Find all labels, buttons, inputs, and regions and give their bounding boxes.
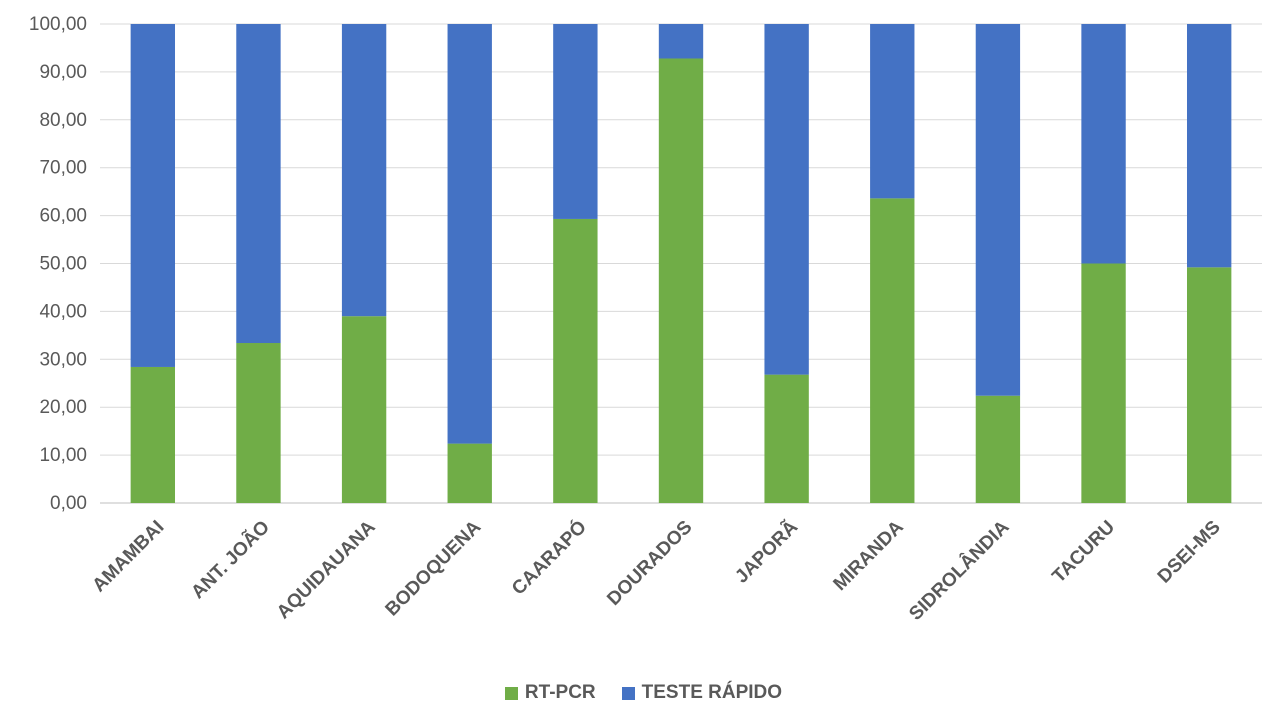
- x-category-label: DSEI-MS: [1154, 517, 1225, 588]
- y-tick-label: 50,00: [39, 254, 87, 275]
- y-tick-label: 70,00: [39, 158, 87, 179]
- x-category-label: JAPORÃ: [731, 516, 803, 588]
- y-tick-label: 60,00: [39, 206, 87, 227]
- stacked-bar-chart: 0,00 10,00 20,00 30,00 40,00 50,00 60,00 70,00 8…: [29, 14, 1262, 625]
- x-category-label: SIDROLÂNDIA: [905, 516, 1014, 625]
- bar-rt-pcr: [975, 395, 1021, 503]
- bar-teste-rapido: [764, 24, 809, 375]
- y-tick-label: 100,00: [29, 14, 87, 35]
- bar-rt-pcr: [658, 58, 704, 503]
- bars: [130, 24, 1232, 503]
- bar-rt-pcr: [447, 443, 492, 503]
- legend-item-rt-pcr: RT-PCR: [504, 682, 596, 703]
- bar-rt-pcr: [764, 374, 809, 503]
- y-tick-label: 40,00: [39, 301, 87, 322]
- bar-rt-pcr: [1081, 263, 1126, 503]
- y-tick-label: 90,00: [39, 62, 87, 83]
- bar-teste-rapido: [658, 24, 704, 59]
- y-tick-label: 0,00: [50, 493, 87, 514]
- x-category-label: AMAMBAI: [89, 517, 169, 597]
- bar-rt-pcr: [130, 366, 176, 503]
- legend-swatch-teste-rapido: [621, 686, 635, 700]
- x-category-label: MIRANDA: [830, 516, 908, 594]
- x-category-label: ANT. JOÃO: [187, 516, 274, 603]
- bar-teste-rapido: [341, 24, 387, 317]
- x-category-label: BODOQUENA: [382, 516, 486, 620]
- legend-label-teste-rapido: TESTE RÁPIDO: [641, 682, 783, 703]
- legend-label-rt-pcr: RT-PCR: [524, 682, 596, 703]
- bar-teste-rapido: [553, 24, 598, 219]
- bar-teste-rapido: [1081, 24, 1126, 264]
- bar-rt-pcr: [1186, 267, 1232, 503]
- legend-item-teste-rapido: TESTE RÁPIDO: [621, 682, 783, 703]
- x-category-label: AQUIDAUANA: [273, 516, 380, 623]
- y-tick-label: 10,00: [39, 445, 87, 466]
- bar-rt-pcr: [341, 316, 387, 503]
- bar-teste-rapido: [447, 24, 492, 444]
- bar-teste-rapido: [130, 24, 176, 367]
- y-tick-label: 80,00: [39, 110, 87, 131]
- bar-rt-pcr: [870, 198, 915, 503]
- x-category-label: TACURU: [1049, 517, 1120, 588]
- bar-rt-pcr: [236, 343, 281, 503]
- bar-rt-pcr: [553, 218, 598, 503]
- y-tick-label: 30,00: [39, 349, 87, 370]
- bar-teste-rapido: [1186, 24, 1232, 268]
- x-category-label: CAARAPÓ: [507, 516, 590, 599]
- bar-teste-rapido: [975, 24, 1021, 396]
- bar-teste-rapido: [236, 24, 281, 344]
- x-category-label: DOURADOS: [603, 517, 696, 610]
- y-axis-tick-labels: 0,00 10,00 20,00 30,00 40,00 50,00 60,00 70,00 8…: [29, 14, 87, 514]
- legend: RT-PCR TESTE RÁPIDO: [0, 683, 1287, 703]
- legend-swatch-rt-pcr: [504, 686, 518, 700]
- y-tick-label: 20,00: [39, 397, 87, 418]
- bar-teste-rapido: [870, 24, 915, 199]
